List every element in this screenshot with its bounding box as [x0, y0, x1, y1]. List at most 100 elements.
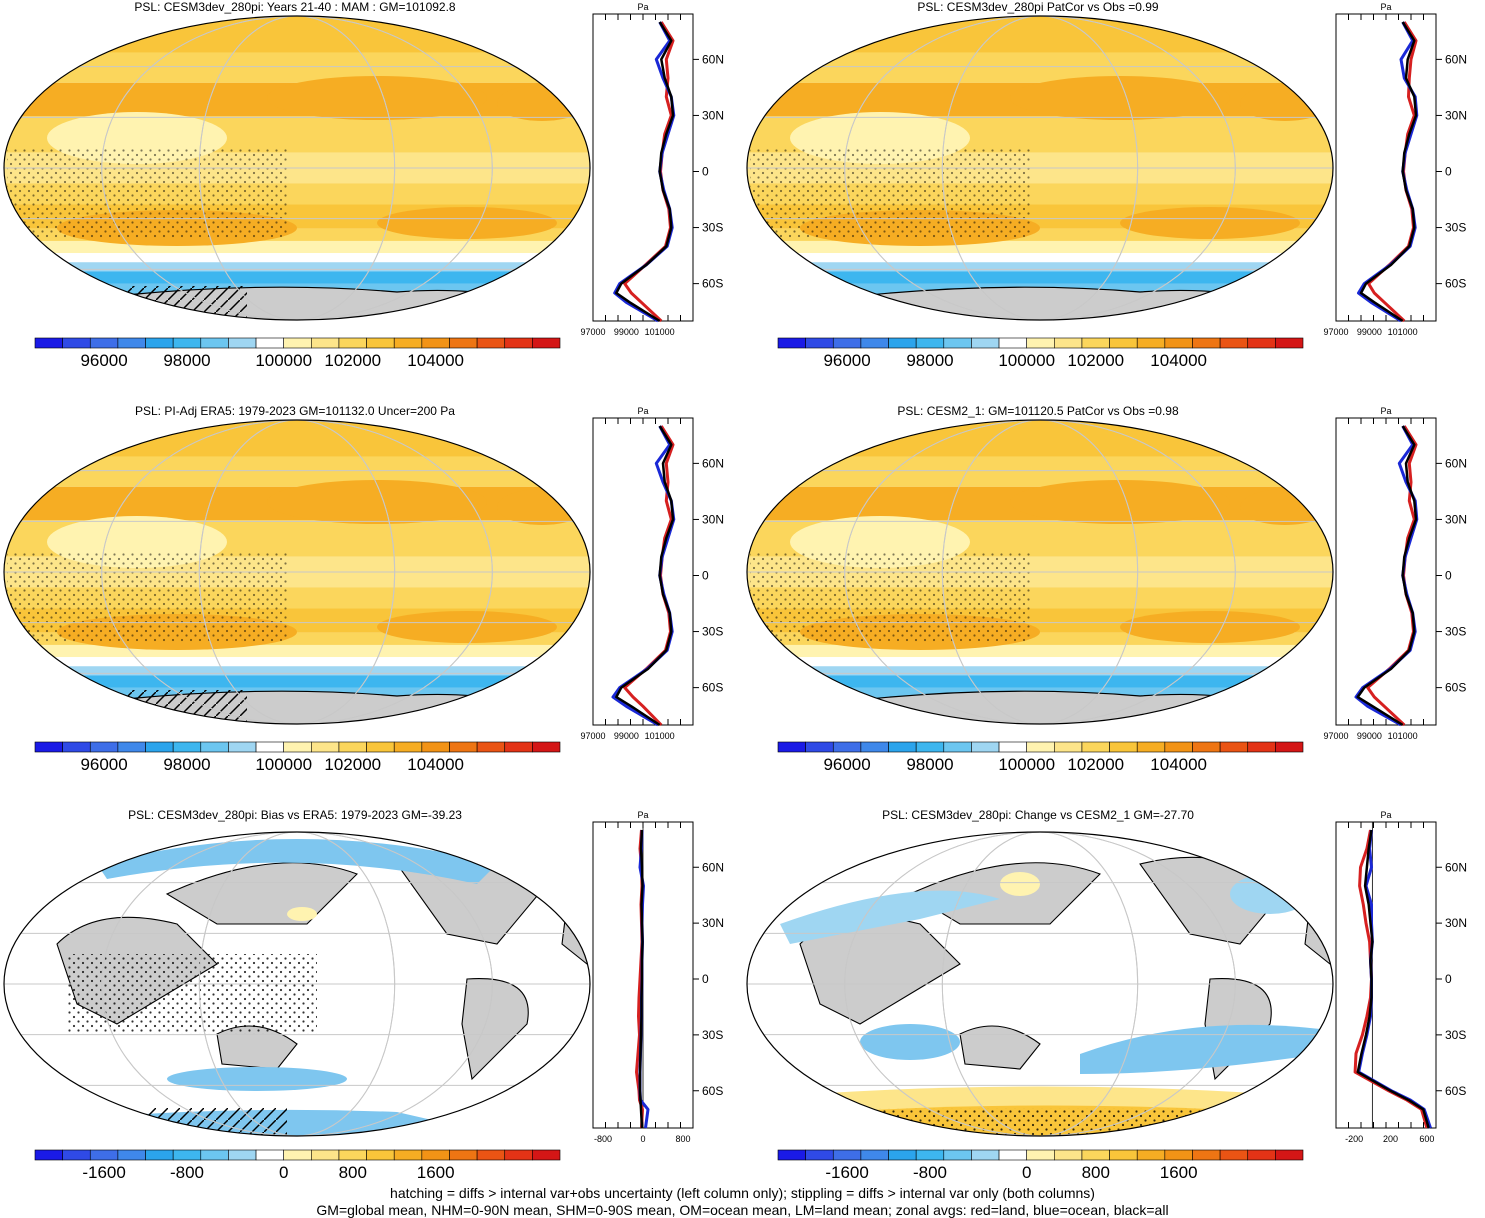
colorbar-tick-label: 96000: [80, 755, 127, 774]
zonal-lat-label: 30S: [702, 221, 723, 235]
colorbar-swatch: [832, 1149, 862, 1161]
colorbar-swatch: [34, 741, 63, 753]
colorbar-swatch: [998, 741, 1027, 753]
colorbar-swatch: [366, 741, 395, 753]
panel-r1c2: PSL: CESM3dev_280pi PatCor vs Obs =0.99 …: [743, 0, 1485, 395]
zonal-mean-plot: Pa 60N 30N 0 30S 60S 97000 99000 101000: [1323, 406, 1467, 741]
map-outline: [3, 419, 591, 725]
colorbar-swatch: [476, 1149, 506, 1161]
zonal-frame: [1335, 13, 1437, 322]
colorbar-tick-label: 1600: [1160, 1163, 1198, 1182]
zonal-lat-label: 30S: [1445, 221, 1466, 235]
colorbar-swatch: [311, 1149, 340, 1161]
zonal-x-label: 800: [675, 1134, 690, 1144]
colorbar-tick-label: 98000: [906, 755, 953, 774]
graticule-lon: [198, 420, 396, 724]
colorbar-tick-label: 104000: [1150, 351, 1207, 370]
colorbar-swatch: [421, 741, 450, 753]
colorbar-swatch: [1192, 337, 1221, 349]
colorbar-swatch: [89, 337, 119, 349]
field-high: [287, 907, 317, 921]
colorbar-swatch: [89, 741, 119, 753]
zonal-x-label: 99000: [1357, 327, 1382, 337]
map-outline: [3, 15, 591, 321]
colorbar-swatch: [888, 337, 917, 349]
colorbar-swatch: [393, 1149, 423, 1161]
colorbar-swatch: [172, 741, 202, 753]
zonal-lat-label: 30S: [702, 625, 723, 639]
colorbar-tick-label: 102000: [1067, 755, 1124, 774]
map-panel: 96000 98000 100000 102000 104000 Pa 60N 30N 0 30S…: [3, 406, 724, 774]
field-band: [747, 52, 1333, 83]
colorbar-swatch: [777, 337, 806, 349]
field-low: [167, 1067, 347, 1091]
zonal-x-label: 101000: [1388, 327, 1418, 337]
colorbar-swatch: [200, 1149, 229, 1161]
hatching: [127, 286, 247, 320]
field-low: [1230, 874, 1310, 914]
zonal-frame: [592, 417, 694, 726]
colorbar-tick-label: -800: [170, 1163, 204, 1182]
zonal-lat-label: 60S: [702, 1084, 723, 1098]
field-band: [4, 262, 590, 272]
graticule: [4, 16, 590, 320]
zonal-lat-label: 60N: [1445, 860, 1467, 874]
colorbar-swatch: [311, 741, 340, 753]
field-band: [4, 666, 590, 676]
zonal-x-label: 99000: [1357, 731, 1382, 741]
graticule-lon: [844, 832, 1236, 1136]
colorbar-tick-label: 98000: [906, 351, 953, 370]
colorbar-swatch: [283, 337, 312, 349]
colorbar-swatch: [449, 337, 478, 349]
zonal-x-label: 200: [1383, 1134, 1398, 1144]
colorbar-tick-label: 102000: [324, 351, 381, 370]
field-high: [1120, 611, 1300, 643]
colorbar-swatch: [943, 337, 972, 349]
colorbar-swatch: [366, 1149, 395, 1161]
colorbar-swatch: [1247, 337, 1276, 349]
map-panel: 96000 98000 100000 102000 104000 Pa 60N 30N 0 30S…: [746, 2, 1467, 370]
graticule-lon: [198, 832, 396, 1136]
zonal-lat-label: 60N: [1445, 456, 1467, 470]
panel-title: PSL: PI-Adj ERA5: 1979-2023 GM=101132.0 …: [135, 404, 455, 418]
zonal-lat-label: 0: [1445, 165, 1452, 179]
graticule-lon: [941, 420, 1139, 724]
colorbar-swatch: [532, 741, 561, 753]
zonal-mean-plot: Pa 60N 30N 0 30S 60S -200 200 600: [1335, 810, 1467, 1144]
colorbar-swatch: [1164, 741, 1193, 753]
colorbar-swatch: [1136, 1149, 1166, 1161]
zonal-frame: [592, 13, 694, 322]
zonal-mean-plot: Pa 60N 30N 0 30S 60S 97000 99000 101000: [580, 406, 724, 741]
zonal-lat-label: 30N: [702, 108, 724, 122]
colorbar-swatch: [255, 741, 284, 753]
zonal-frame: [1335, 821, 1437, 1129]
zonal-lat-label: 60S: [702, 277, 723, 291]
footnote-line-2: GM=global mean, NHM=0-90N mean, SHM=0-90…: [316, 1202, 1169, 1218]
colorbar-tick-label: 0: [1022, 1163, 1031, 1182]
map-field: [747, 420, 1333, 724]
zonal-line-all: [1356, 829, 1430, 1129]
colorbar-tick-label: 100000: [998, 755, 1055, 774]
field-band: [4, 240, 590, 254]
zonal-unit-label: Pa: [637, 2, 648, 12]
colorbar-swatch: [1109, 741, 1138, 753]
colorbar-tick-label: 104000: [1150, 755, 1207, 774]
colorbar-swatch: [1026, 741, 1055, 753]
field-band: [4, 657, 590, 667]
panel-r2c2: PSL: CESM2_1: GM=101120.5 PatCor vs Obs …: [743, 404, 1485, 799]
colorbar-swatch: [888, 1149, 917, 1161]
colorbar-swatch: [1054, 337, 1083, 349]
colorbar-swatch: [971, 1149, 1000, 1161]
colorbar-tick-label: 104000: [407, 755, 464, 774]
colorbar-swatch: [62, 1149, 91, 1161]
panel-r3c1: PSL: CESM3dev_280pi: Bias vs ERA5: 1979-…: [0, 808, 742, 1188]
colorbar-swatch: [421, 1149, 450, 1161]
colorbar-swatch: [393, 741, 423, 753]
colorbar-swatch: [172, 337, 202, 349]
colorbar-swatch: [832, 337, 862, 349]
field-high: [497, 85, 587, 121]
zonal-lat-label: 60N: [702, 52, 724, 66]
field-low: [97, 839, 497, 884]
field-high: [1010, 480, 1230, 524]
colorbar-swatch: [117, 337, 146, 349]
